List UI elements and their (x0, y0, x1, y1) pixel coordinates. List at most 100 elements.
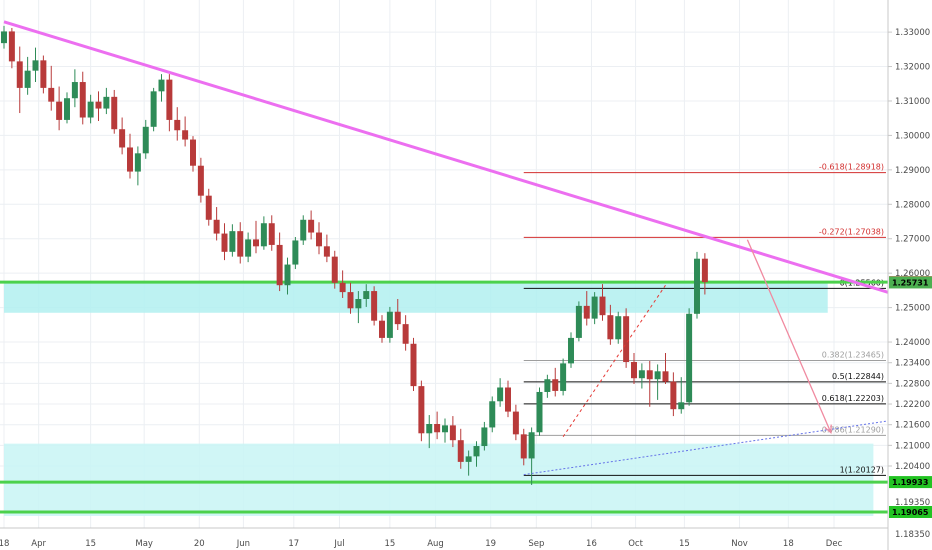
forecast-arrow-head (824, 424, 832, 434)
candle-body (694, 258, 700, 314)
forecast-arrow[interactable] (746, 239, 832, 433)
candle-body (497, 387, 504, 402)
x-tick-label: Oct (628, 539, 643, 549)
candle-body (24, 70, 31, 88)
pattern-line[interactable] (562, 284, 666, 438)
y-tick-label: 1.23400 (895, 359, 930, 369)
candle-body (197, 165, 204, 196)
x-tick-label: Nov (731, 539, 748, 549)
candle-body (87, 101, 94, 118)
x-tick-label: 15 (384, 539, 395, 549)
y-axis[interactable]: 1.33000 1.32000 1.31000 1.30000 1.29000 1.280… (887, 0, 932, 550)
candle-body (418, 386, 425, 434)
candle-body (575, 305, 582, 338)
candle-body (457, 440, 464, 462)
x-tick-label: Sep (528, 539, 544, 549)
candle-body (560, 363, 567, 391)
candle-body (631, 362, 637, 379)
candle-body (134, 153, 141, 172)
x-tick-label: 16 (586, 539, 597, 549)
candle-body (394, 311, 401, 325)
y-tick-label: 1.22800 (895, 379, 930, 389)
downtrend-line[interactable] (3, 20, 932, 311)
candle-body (347, 292, 354, 309)
candle-body (182, 130, 189, 140)
x-tick-label: Aug (427, 539, 444, 549)
candle-body (292, 240, 299, 265)
candle-body (449, 425, 456, 441)
candle-body (465, 456, 472, 462)
candle-body (323, 246, 330, 257)
x-tick-label: 19 (485, 539, 496, 549)
candle-body (489, 401, 496, 428)
candle-body (190, 139, 196, 166)
candle-body (71, 82, 78, 99)
candle-body (316, 232, 322, 247)
zones (4, 282, 874, 516)
candle-body (174, 119, 181, 131)
candle-body (300, 219, 307, 241)
fib-level-label: 0.382(1.23465) (822, 350, 884, 359)
y-tick-label: 1.20400 (895, 462, 930, 472)
candle-body (583, 305, 590, 319)
horizontal-levels[interactable] (0, 280, 888, 514)
candle-body (678, 402, 685, 410)
x-tick-label: 18 (0, 539, 9, 549)
candle-body (552, 379, 559, 391)
candle-body (142, 126, 149, 154)
candle-body (48, 87, 55, 102)
fib-level-label: -0.272(1.27038) (819, 227, 884, 236)
candle-body (1, 31, 7, 44)
y-tick-label: 1.25000 (895, 304, 930, 314)
y-tick-label: 1.21000 (895, 441, 930, 451)
candle-body (662, 371, 669, 382)
trendlines[interactable] (3, 20, 932, 476)
candle-body (512, 411, 519, 435)
candles (1, 25, 708, 485)
candle-body (623, 316, 630, 363)
y-tick-label: 1.32000 (895, 63, 930, 73)
x-tick-label: Jun (236, 539, 250, 549)
candle-body (670, 381, 677, 410)
candle-body (16, 61, 23, 88)
candle-body (379, 320, 385, 338)
fib-level-label: 0.618(1.22203) (822, 394, 884, 403)
candle-body (95, 101, 102, 109)
y-tick-label-small: 1.18350 (895, 530, 930, 540)
y-tick-label: 1.26000 (895, 269, 930, 279)
candle-body (103, 96, 110, 109)
candle-body (229, 231, 236, 252)
x-tick-label: Dec (826, 539, 843, 549)
candle-body (268, 223, 275, 245)
fib-level-label: -0.618(1.28918) (819, 163, 884, 172)
candle-body (237, 231, 244, 257)
candle-body (339, 282, 346, 293)
candle-body (599, 296, 606, 316)
x-axis[interactable]: 18 Apr 15 May 20 Jun 17 Jul 15 Aug 19 Sep 16 Oct 15 Nov… (0, 527, 888, 549)
y-tick-label: 1.29000 (895, 166, 930, 176)
candle-body (701, 258, 708, 283)
y-tick-label: 1.21600 (895, 421, 930, 431)
y-tick-label: 1.33000 (895, 28, 930, 38)
candle-body (8, 31, 15, 62)
candle-body (150, 91, 157, 127)
y-tick-label: 1.31000 (895, 97, 930, 107)
x-tick-label: 18 (783, 539, 794, 549)
candle-body (355, 298, 362, 309)
candle-body (386, 311, 393, 338)
candle-body (654, 371, 661, 380)
candle-body (245, 239, 252, 257)
fib-level-label: 1(1.20127) (840, 465, 884, 474)
candle-body (442, 425, 448, 433)
price-tag-label: 1.19933 (892, 478, 928, 487)
candle-body (40, 60, 47, 88)
x-tick-label: Apr (31, 539, 46, 549)
candle-body (166, 79, 173, 120)
y-tick-label: 1.28000 (895, 200, 930, 210)
candle-body (213, 219, 220, 234)
candle-body (56, 101, 63, 120)
price-tag (889, 276, 932, 289)
candle-body (426, 424, 433, 434)
